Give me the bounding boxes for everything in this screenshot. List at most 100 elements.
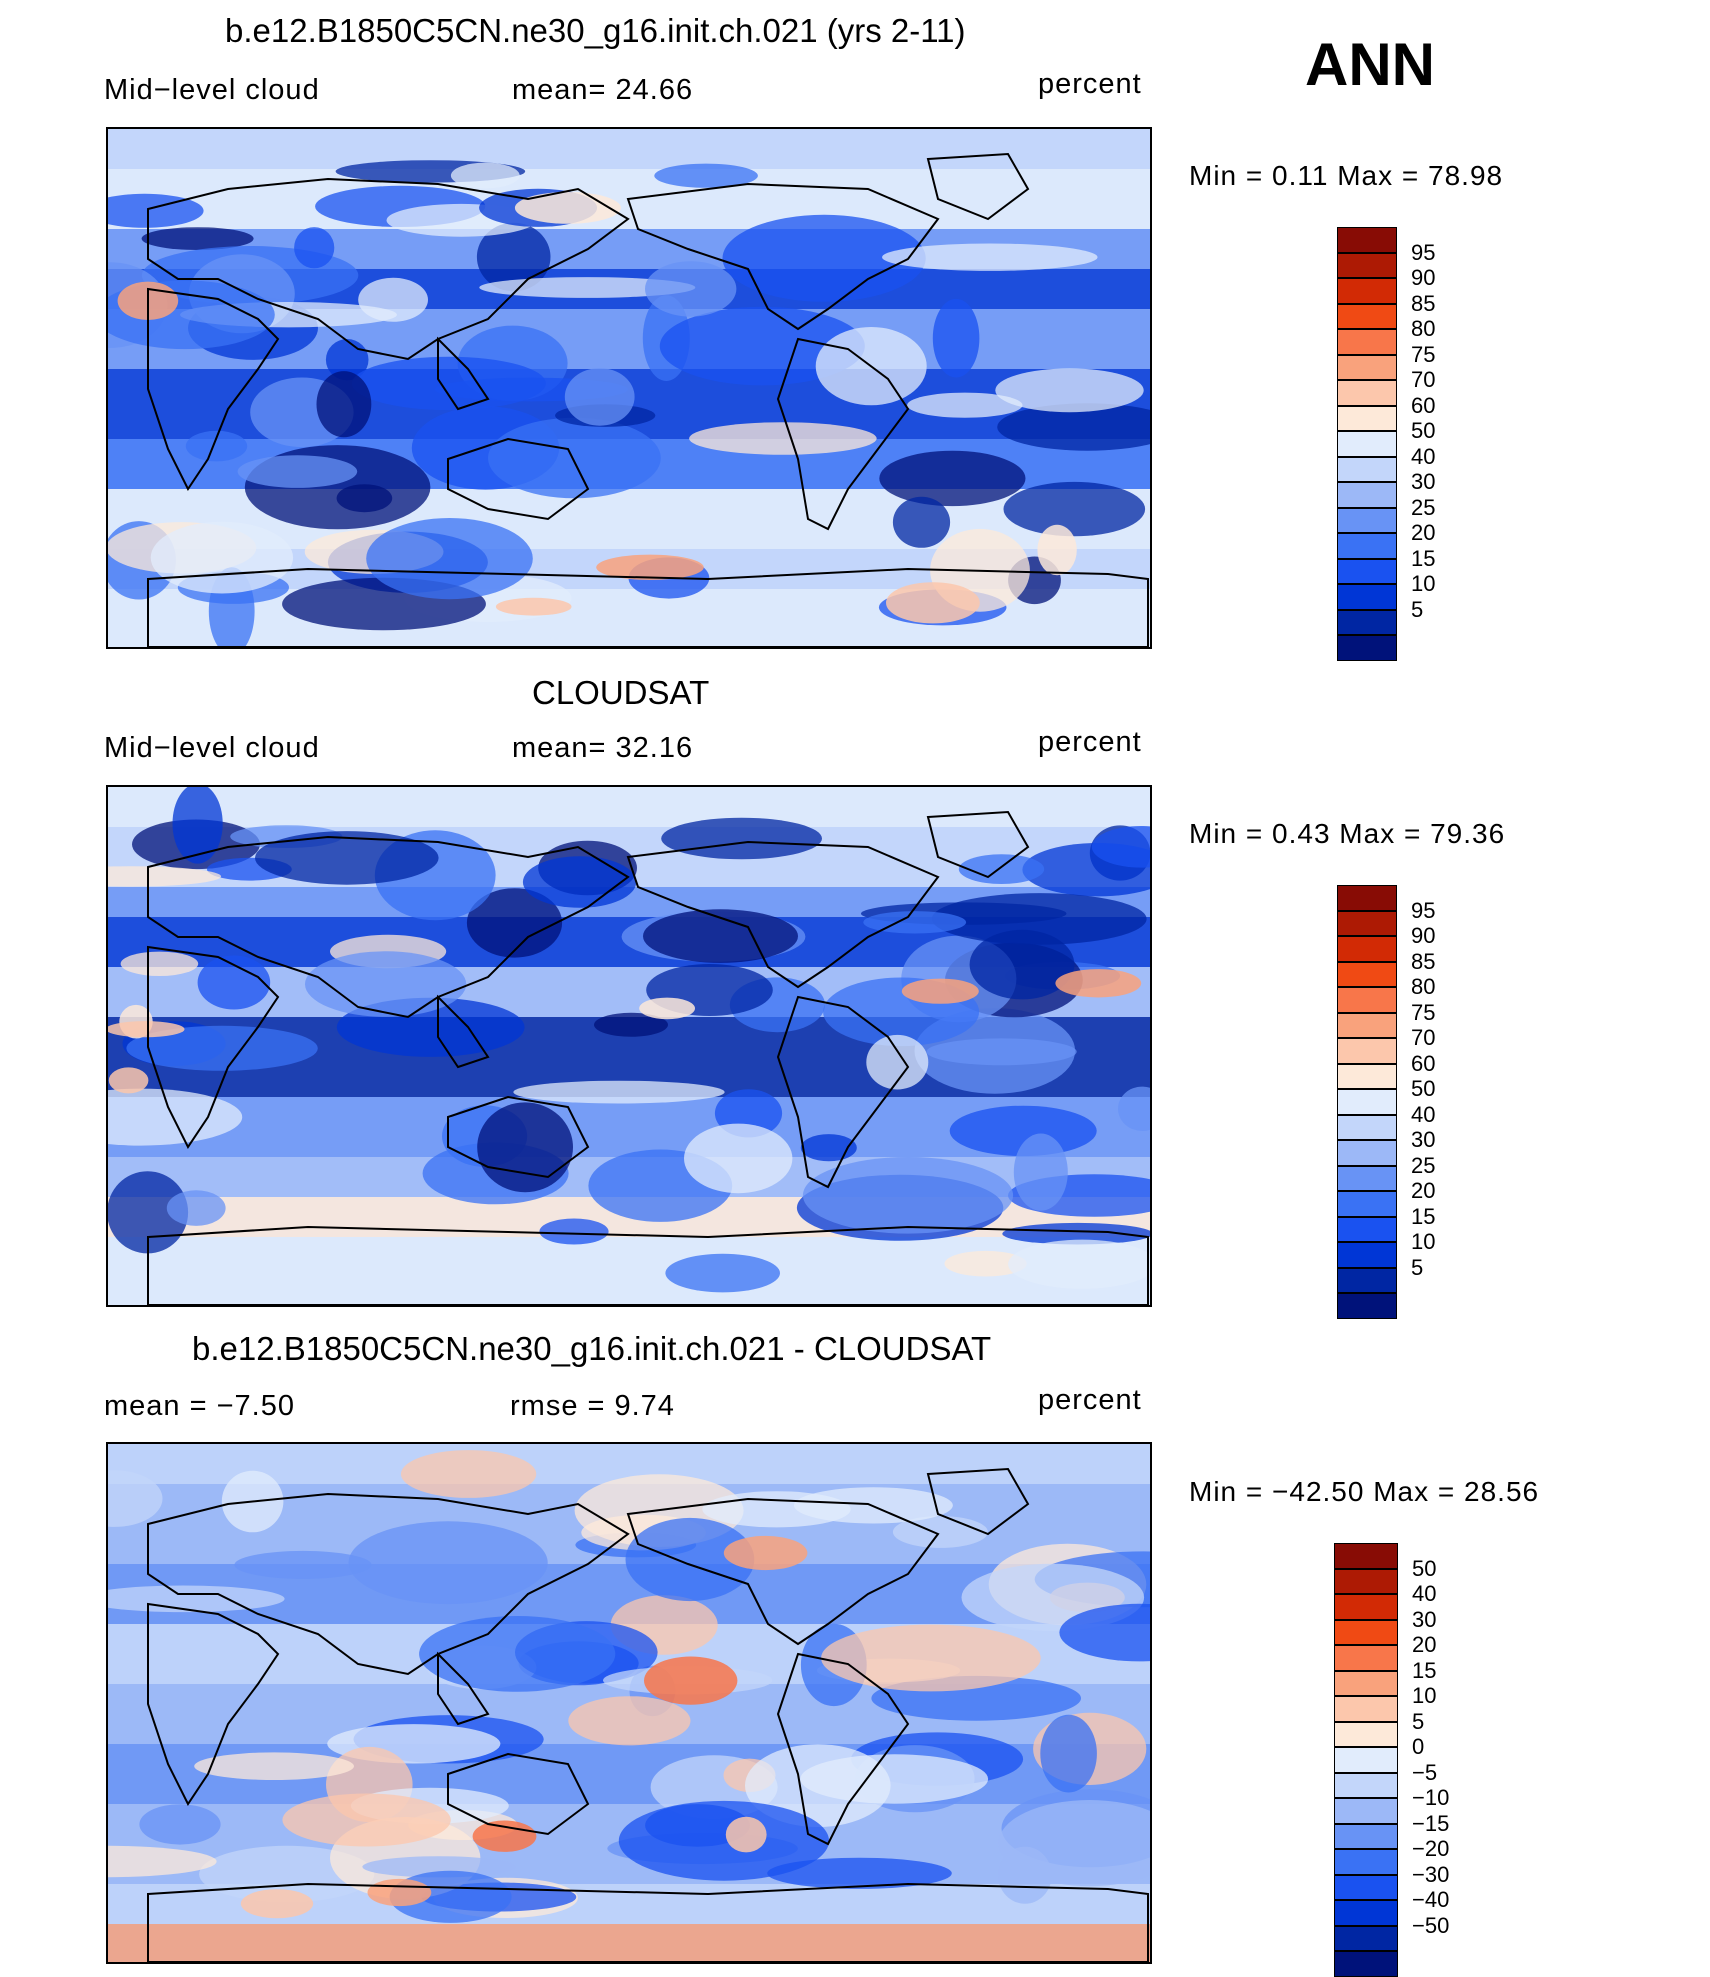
coastline [626,1497,940,1646]
colorbar-box [1334,1594,1398,1620]
colorbar-level-label: 70 [1411,367,1436,392]
colorbar-level-label: 15 [1412,1657,1437,1683]
panel-3-rmse-label: rmse = 9.74 [510,1390,675,1422]
contour-region [1059,1603,1150,1662]
contour-region-warm [367,1878,432,1907]
colorbar-box [1337,507,1397,533]
contour-region [654,163,758,188]
contour-region [237,455,358,488]
coastline [926,152,1030,221]
contour-region [892,496,951,548]
colorbar-box [1337,1089,1397,1115]
contour-region [800,1134,857,1162]
panel-3-map [106,1442,1152,1964]
panel-1-mean-label: mean= 24.66 [512,74,694,106]
panel-3-mean-label: mean = −7.50 [104,1390,295,1422]
contour-region [477,1102,573,1193]
colorbar-level-label: 30 [1412,1606,1437,1632]
contour-region-warm [514,192,621,224]
contour-region [126,1025,318,1071]
coastline [776,1652,910,1846]
colorbar-box [1337,1165,1397,1191]
contour-region [800,1754,989,1804]
coastline [147,567,1149,647]
contour-region [645,261,737,317]
contour-region [997,403,1150,451]
contour-region [665,1253,780,1293]
panel-3-title: b.e12.B1850C5CN.ne30_g16.init.ch.021 - C… [192,1330,992,1367]
contour-region-warm [495,597,572,616]
contour-region [998,1846,1052,1904]
colorbar-level-label: 50 [1412,1555,1437,1581]
colorbar-box [1337,609,1397,635]
coastline [147,1492,630,1676]
coastline [437,994,490,1069]
contour-region [316,371,372,438]
colorbar-level-label: 80 [1411,316,1436,341]
colorbar-box [1334,1696,1398,1722]
contour-region [863,911,967,934]
colorbar-level-label: 5 [1412,1708,1425,1734]
colorbar-box [1334,1823,1398,1849]
contour-region [564,368,635,426]
contour-region [108,193,204,228]
coastline [626,840,940,989]
contour-region [419,1616,616,1692]
colorbar-level-label: −15 [1412,1810,1450,1836]
contour-region [234,1550,372,1579]
contour-region [1003,481,1146,537]
colorbar-box [1337,354,1397,380]
colorbar-level-label: 90 [1411,923,1436,948]
contour-region [141,227,254,250]
contour-region [120,951,199,976]
contour-region-warm [901,978,979,1004]
colorbar-level-label: 40 [1412,1581,1437,1606]
contour-region [466,888,563,958]
contour-region-warm [639,997,695,1020]
panel-1-minmax: Min = 0.11 Max = 78.98 [1189,160,1504,191]
panel-1-units-label: percent [1038,68,1142,100]
contour-region [197,955,271,1010]
colorbar-level-label: 80 [1411,974,1436,999]
contour-region [969,929,1075,1000]
coastline [147,835,630,1019]
colorbar-level-label: −50 [1412,1912,1450,1938]
contour-region [336,484,393,513]
contour-region-warm [1037,524,1077,576]
colorbar-level-label: 95 [1411,897,1436,923]
contour-region [194,1752,354,1780]
colorbar-level-label: 75 [1411,999,1436,1025]
contour-region-warm [723,1535,808,1571]
colorbar-box [1337,558,1397,584]
colorbar-level-label: 60 [1411,392,1436,418]
colorbar-level-label: 15 [1411,545,1436,571]
colorbar-box [1337,380,1397,406]
colorbar-level-label: 90 [1411,265,1436,290]
contour-region [294,227,335,269]
contour-region [522,856,637,908]
contour-region [802,1157,1014,1234]
colorbar-box [1337,227,1397,253]
coastline [147,1602,280,1806]
colorbar-level-label: 10 [1412,1683,1437,1708]
colorbar-box [1337,1216,1397,1242]
panel-3-minmax: Min = −42.50 Max = 28.56 [1189,1476,1540,1507]
colorbar-level-label: 50 [1411,418,1436,443]
contour-region [1008,1239,1150,1289]
coastline [147,1882,1149,1962]
colorbar-level-label: 20 [1411,1178,1436,1203]
contour-region [282,1793,451,1847]
contour-region [907,392,1023,418]
contour-region [513,1080,725,1104]
contour-region [476,222,551,292]
coastline [147,1225,1149,1305]
panel-2-mean-label: mean= 32.16 [512,732,694,764]
coastline [926,810,1030,879]
season-label: ANN [1305,31,1435,98]
colorbar-level-label: 60 [1411,1050,1436,1076]
coastline [147,945,280,1149]
colorbar-box [1334,1849,1398,1875]
contour-region [1040,1714,1097,1793]
coastline [626,182,940,331]
panel-2-units-label: percent [1038,726,1142,758]
